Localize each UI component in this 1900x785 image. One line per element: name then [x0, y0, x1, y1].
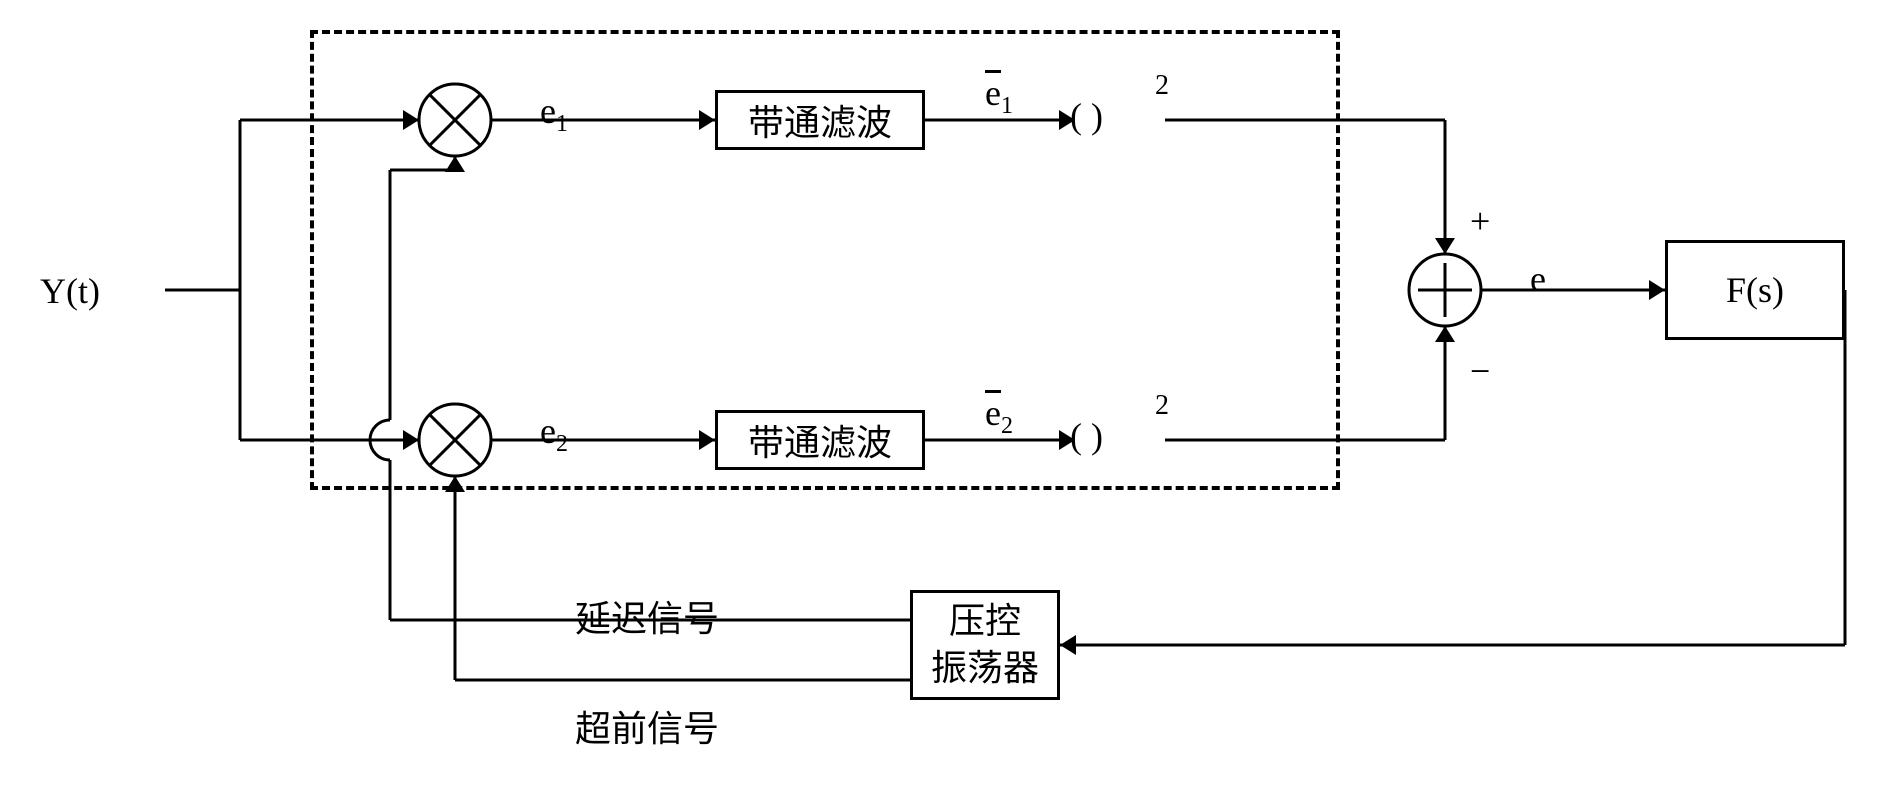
- lead-signal-label: 超前信号: [575, 700, 719, 752]
- summation-plus-label: +: [1470, 200, 1490, 242]
- bandpass-filter-2-block: 带通滤波: [715, 410, 925, 470]
- signal-e-label: e: [1530, 258, 1546, 300]
- signal-e2-label: e2: [540, 410, 568, 458]
- summation-minus-label: −: [1470, 350, 1490, 392]
- square-2-label: ( ): [1070, 415, 1103, 457]
- signal-e2bar-label: e2: [985, 392, 1013, 440]
- square-2-exponent: 2: [1155, 390, 1169, 422]
- delay-signal-label: 延迟信号: [575, 590, 719, 642]
- vco-block: 压控 振荡器: [910, 590, 1060, 700]
- block-diagram: 带通滤波 带通滤波 压控 振荡器 F(s) Y(t) e1 e2 e1 e2 (…: [0, 0, 1900, 785]
- input-y-label: Y(t): [40, 270, 100, 312]
- signal-e1-label: e1: [540, 90, 568, 138]
- signal-e1bar-label: e1: [985, 72, 1013, 120]
- bandpass-filter-1-block: 带通滤波: [715, 90, 925, 150]
- square-1-exponent: 2: [1155, 70, 1169, 102]
- loop-filter-block: F(s): [1665, 240, 1845, 340]
- square-1-label: ( ): [1070, 95, 1103, 137]
